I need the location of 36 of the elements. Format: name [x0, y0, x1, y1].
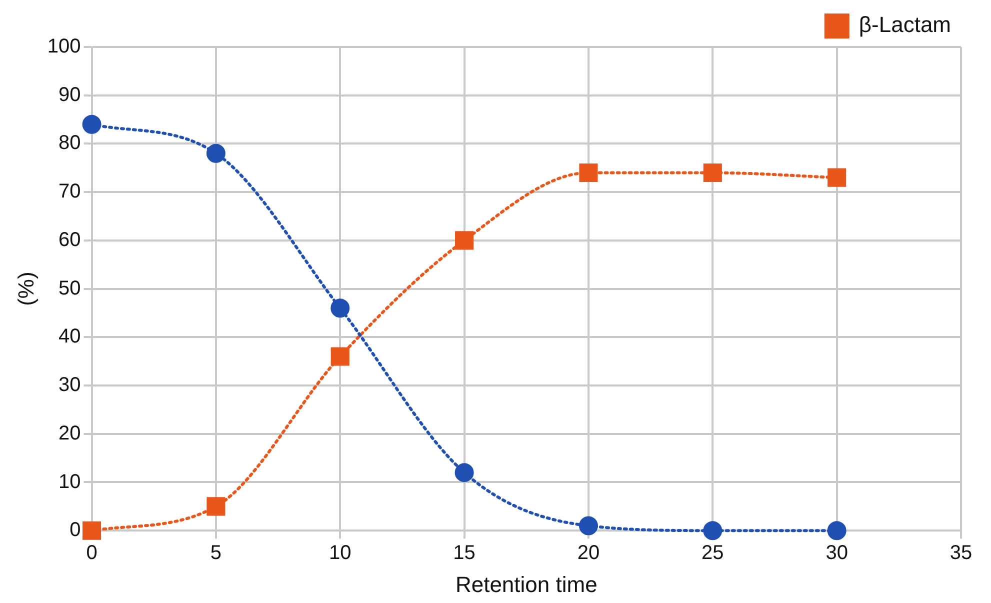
x-tick-label: 5 — [210, 542, 222, 564]
point — [82, 114, 102, 134]
y-tick-label: 20 — [58, 422, 81, 444]
x-tick-label: 30 — [826, 542, 848, 564]
point — [703, 163, 722, 182]
point — [827, 521, 846, 540]
y-tick-label: 30 — [58, 374, 81, 396]
y-tick-label: 100 — [47, 36, 81, 58]
x-tick-label: 25 — [702, 542, 724, 564]
x-tick-label: 35 — [950, 542, 972, 564]
point — [578, 516, 598, 536]
point — [703, 521, 722, 540]
x-tick-label: 20 — [577, 542, 600, 564]
point — [330, 298, 350, 318]
y-tick-label: 70 — [58, 180, 81, 203]
y-tick-label: 10 — [58, 470, 81, 493]
x-axis-title: Retention time — [455, 572, 598, 597]
point — [330, 347, 350, 366]
x-tick-label: 15 — [453, 542, 476, 564]
y-tick-label: 80 — [58, 132, 81, 154]
x-tick-label: 0 — [86, 542, 98, 564]
x-tick-label: 10 — [328, 542, 352, 564]
legend-label: β-Lactam — [858, 12, 951, 38]
point — [828, 168, 846, 187]
y-tick-label: 0 — [70, 519, 81, 542]
point — [579, 163, 598, 182]
y-axis-title: (%) — [13, 272, 38, 306]
point — [454, 463, 474, 482]
y-tick-label: 60 — [58, 228, 81, 251]
y-tick-label: 50 — [58, 277, 81, 300]
y-tick-label: 90 — [58, 84, 81, 106]
point — [455, 231, 474, 250]
point — [82, 521, 102, 540]
point — [206, 497, 226, 516]
y-tick-label: 40 — [58, 326, 81, 348]
point — [206, 144, 226, 163]
